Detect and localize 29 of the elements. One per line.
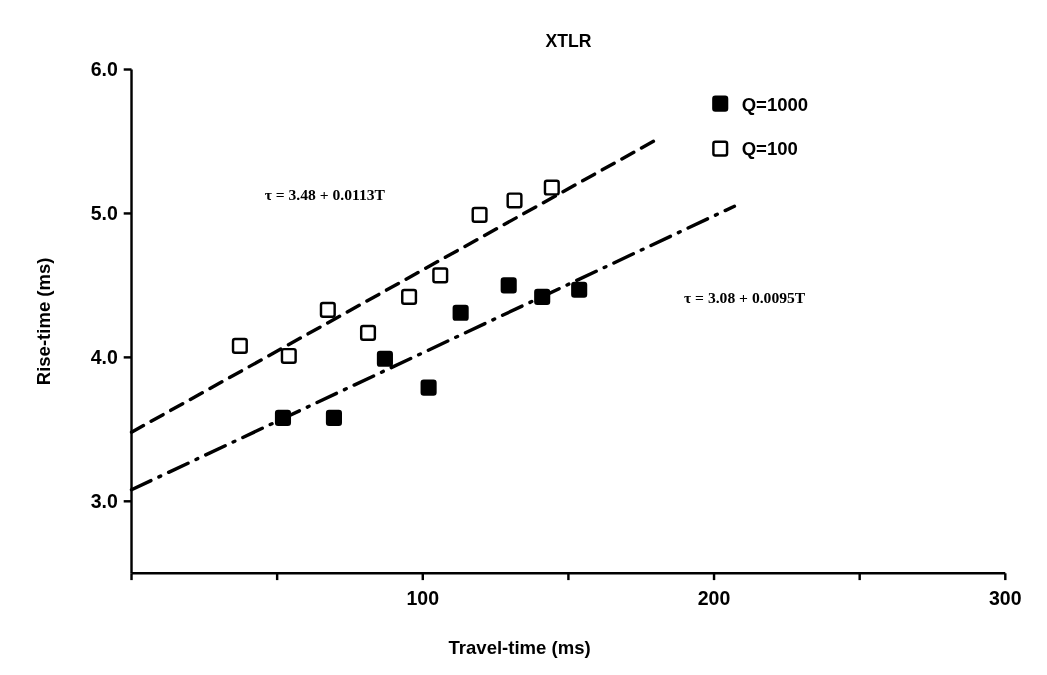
point — [452, 304, 469, 321]
y-tick-label: 6.0 — [90, 58, 118, 81]
y-axis-title: Rise-time (ms) — [32, 257, 54, 386]
x-tick-label: 300 — [989, 587, 1022, 610]
point — [571, 281, 588, 298]
x-axis-title: Travel-time (ms) — [448, 637, 591, 659]
point — [319, 301, 336, 318]
chart-title: XTLR — [545, 31, 592, 52]
y-tick-label: 3.0 — [90, 490, 118, 513]
point — [420, 379, 437, 396]
point — [401, 288, 418, 305]
x-tick-label: 200 — [697, 587, 731, 610]
point — [471, 206, 488, 223]
point — [432, 267, 449, 284]
point — [359, 324, 377, 341]
point — [376, 350, 393, 367]
annotation: τ = 3.48 + 0.0113T — [264, 186, 386, 204]
legend-label: Q=100 — [741, 138, 798, 160]
point — [500, 277, 517, 294]
point — [325, 409, 342, 426]
legend-label: Q=1000 — [741, 93, 809, 115]
point — [231, 337, 248, 354]
y-tick-label: 5.0 — [90, 202, 118, 225]
x-tick-label: 100 — [406, 587, 440, 610]
point — [280, 347, 297, 364]
annotation: τ = 3.08 + 0.0095T — [684, 288, 806, 306]
y-tick-label: 4.0 — [90, 346, 118, 369]
point — [543, 179, 560, 196]
point — [506, 192, 523, 209]
